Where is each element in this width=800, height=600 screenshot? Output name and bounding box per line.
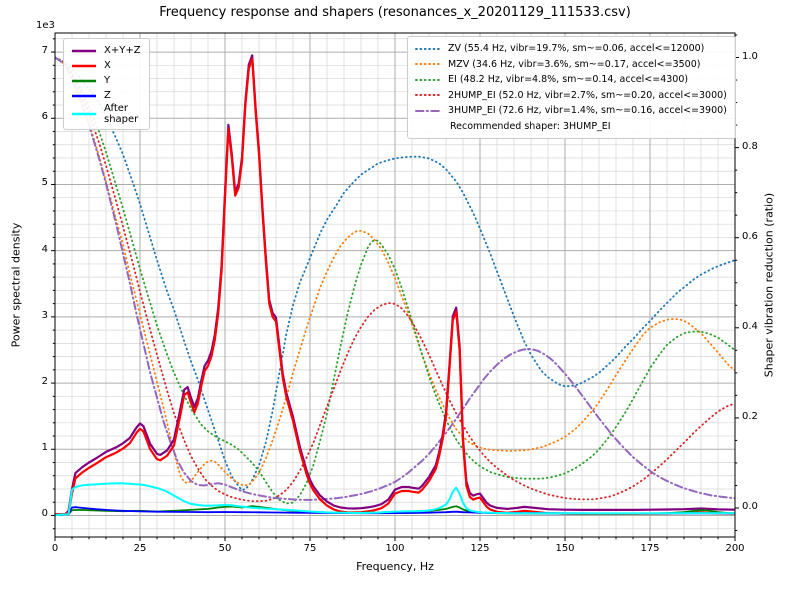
y-left-tick-label: 0 [41, 508, 48, 520]
x-tick-label: 100 [385, 543, 405, 554]
y-axis-label-left: Power spectral density [9, 222, 23, 348]
legend-shapers: ZV (55.4 Hz, vibr=19.7%, sm~=0.06, accel… [407, 36, 736, 139]
y-left-tick-label: 3 [41, 309, 48, 321]
series-ZV [55, 56, 735, 491]
chart-title: Frequency response and shapers (resonanc… [159, 5, 631, 20]
y-left-tick-label: 6 [41, 111, 48, 123]
legend-entry: X+Y+Z [70, 43, 141, 58]
y-left-tick-label: 5 [41, 177, 48, 189]
legend-swatch [72, 49, 96, 52]
legend-entry: Z [70, 88, 141, 103]
legend-swatch [415, 109, 441, 112]
legend-main: X+Y+Z X Y Z After shaper [63, 38, 150, 130]
x-tick-label: 150 [555, 543, 575, 554]
legend-label: MZV (34.6 Hz, vibr=3.6%, sm~=0.17, accel… [448, 58, 701, 70]
x-tick-label: 175 [640, 543, 660, 554]
legend-swatch [415, 47, 441, 50]
legend-swatch [72, 64, 96, 67]
legend-entry: After shaper [70, 103, 141, 125]
series-EI [55, 56, 735, 505]
legend-label: X [104, 60, 111, 71]
legend-label: Z [104, 90, 111, 101]
legend-entry: 3HUMP_EI (72.6 Hz, vibr=1.4%, sm~=0.16, … [414, 103, 727, 119]
y-right-tick-label: 0.0 [742, 500, 758, 512]
y-right-tick-label: 0.2 [742, 410, 758, 422]
legend-entry: X [70, 58, 141, 73]
legend-swatch [415, 94, 441, 97]
y-left-tick-label: 4 [41, 243, 48, 255]
x-tick-label: 200 [725, 543, 745, 554]
legend-label: 3HUMP_EI (72.6 Hz, vibr=1.4%, sm~=0.16, … [448, 105, 727, 117]
legend-entry: 2HUMP_EI (52.0 Hz, vibr=2.7%, sm~=0.20, … [414, 88, 727, 104]
legend-entry: MZV (34.6 Hz, vibr=3.6%, sm~=0.17, accel… [414, 57, 727, 73]
series-2HUMP_EI [55, 56, 735, 503]
recommended-shaper-note: Recommended shaper: 3HUMP_EI [414, 119, 727, 135]
y-axis-offset-text: 1e3 [36, 20, 55, 31]
legend-swatch [415, 63, 441, 66]
legend-label: 2HUMP_EI (52.0 Hz, vibr=2.7%, sm~=0.20, … [448, 89, 727, 101]
legend-swatch [415, 78, 441, 81]
legend-swatch [72, 94, 96, 97]
y-left-tick-label: 7 [41, 45, 48, 57]
series-After-shaper [55, 482, 735, 517]
x-tick-label: 25 [133, 543, 147, 554]
series-3HUMP_EI [55, 56, 735, 501]
legend-entry: ZV (55.4 Hz, vibr=19.7%, sm~=0.06, accel… [414, 41, 727, 57]
legend-label: ZV (55.4 Hz, vibr=19.7%, sm~=0.06, accel… [448, 43, 705, 55]
series-group [55, 54, 735, 517]
y-right-tick-label: 0.6 [742, 230, 758, 242]
legend-label: X+Y+Z [104, 45, 141, 56]
y-axis-label-right: Shaper vibration reduction (ratio) [762, 192, 776, 378]
legend-label: Y [104, 75, 111, 86]
legend-label: Recommended shaper: 3HUMP_EI [450, 120, 611, 132]
x-axis-label: Frequency, Hz [356, 560, 434, 573]
legend-swatch [72, 79, 96, 82]
legend-label: EI (48.2 Hz, vibr=4.8%, sm~=0.14, accel<… [448, 74, 689, 86]
series-X [55, 57, 735, 516]
legend-label: After shaper [104, 103, 139, 125]
legend-entry: Y [70, 73, 141, 88]
x-tick-label: 75 [303, 543, 317, 554]
y-right-tick-label: 0.8 [742, 140, 758, 152]
legend-entry: EI (48.2 Hz, vibr=4.8%, sm~=0.14, accel<… [414, 72, 727, 88]
x-tick-label: 0 [51, 543, 59, 554]
x-tick-label: 125 [470, 543, 490, 554]
y-right-tick-label: 0.4 [742, 320, 758, 332]
x-tick-label: 50 [218, 543, 232, 554]
y-right-tick-label: 1.0 [742, 50, 758, 62]
legend-swatch [72, 112, 96, 116]
y-left-tick-label: 2 [41, 376, 48, 388]
y-left-tick-label: 1 [41, 442, 48, 454]
